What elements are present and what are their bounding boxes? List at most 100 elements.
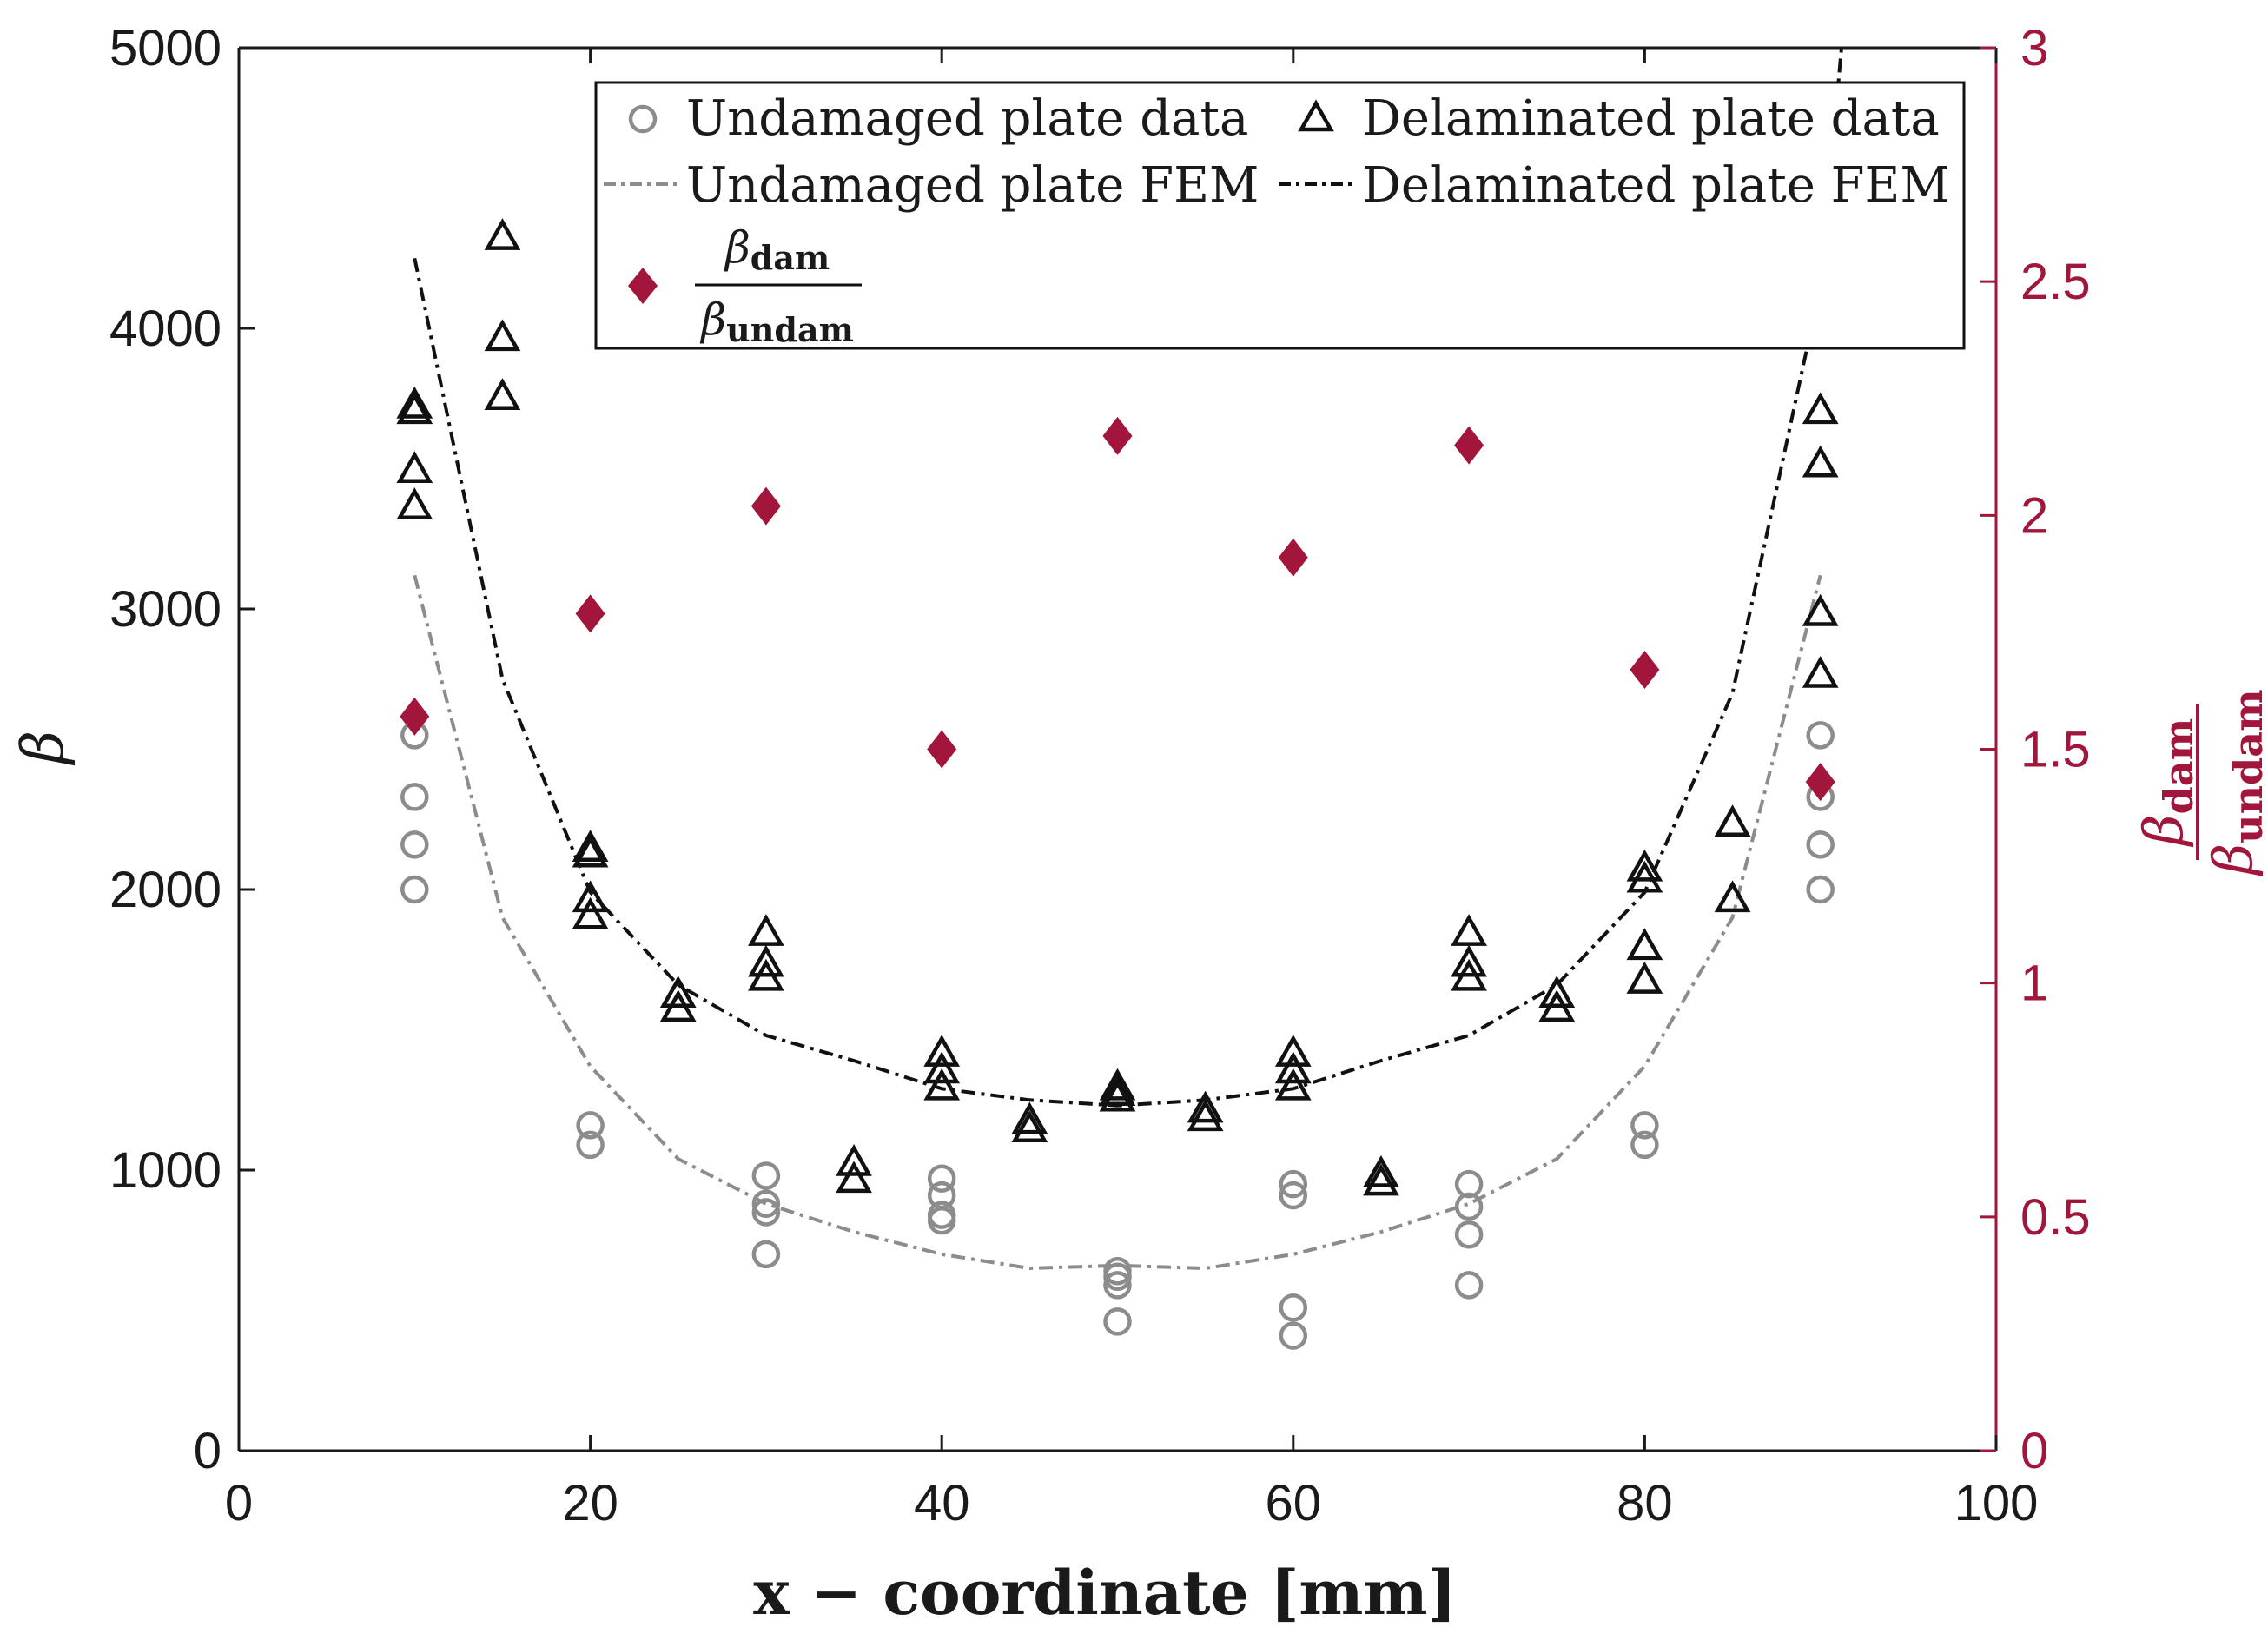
y-right-tick-label: 2.5 xyxy=(2020,254,2091,310)
delaminated-data-point xyxy=(748,944,784,977)
delaminated-data-point xyxy=(836,1161,872,1194)
ratio-data-point xyxy=(1805,763,1835,802)
delaminated-data-point xyxy=(1802,655,1839,688)
delaminated-data-point xyxy=(1802,593,1839,626)
undamaged-data-point xyxy=(927,1181,956,1210)
undamaged-data-point xyxy=(400,875,429,904)
legend-delaminated-data: Delaminated plate data xyxy=(1362,90,1940,147)
fem-lines-group xyxy=(413,47,1843,1271)
undamaged-data-point xyxy=(927,1164,956,1193)
delaminated-data-point xyxy=(923,1068,961,1101)
axes-frame-group xyxy=(237,46,1998,1452)
delaminated-data-point xyxy=(1626,849,1663,882)
undamaged-data-point xyxy=(751,1189,781,1219)
delaminated-data-point xyxy=(572,880,609,913)
y-tick-label: 1000 xyxy=(109,1142,222,1199)
y-right-tick-label: 2 xyxy=(2020,487,2048,544)
y-tick-label: 2000 xyxy=(109,862,222,918)
delaminated-data-point xyxy=(396,392,433,425)
undamaged-data-point xyxy=(400,783,429,811)
delaminated-data-point xyxy=(1099,1074,1136,1107)
y-tick-label: 4000 xyxy=(109,301,222,357)
delaminated-data-point xyxy=(1802,392,1839,425)
y-tick-label: 0 xyxy=(194,1423,222,1479)
delaminated-data-point xyxy=(1099,1068,1136,1101)
delaminated-data-point xyxy=(1274,1035,1312,1067)
legend-undamaged-data: Undamaged plate data xyxy=(686,90,1248,147)
y-tick-label: 3000 xyxy=(109,581,222,638)
delaminated-data-point xyxy=(572,896,609,929)
x-tick-label: 80 xyxy=(1617,1475,1673,1531)
undamaged-data-point xyxy=(1279,1293,1308,1322)
x-tick-label: 0 xyxy=(225,1475,253,1531)
delaminated-data-point xyxy=(659,976,697,1008)
delaminated-data-point xyxy=(836,1143,872,1176)
delaminated-data-point xyxy=(1626,928,1663,961)
y-right-tick-label: 3 xyxy=(2020,20,2048,76)
legend-triangle-marker xyxy=(1298,99,1334,132)
undamaged-data-point xyxy=(1454,1271,1484,1300)
undamaged-data-point xyxy=(1454,1220,1484,1249)
x-tick-label: 100 xyxy=(1954,1475,2039,1531)
ratio-data-point xyxy=(575,594,605,633)
delaminated-data-point xyxy=(484,218,521,250)
y-tick-label: 5000 xyxy=(109,20,222,76)
undamaged-data-point xyxy=(1103,1257,1132,1286)
undamaged-data-point xyxy=(1806,830,1835,859)
delaminated-data-point xyxy=(1626,962,1663,994)
x-tick-label: 40 xyxy=(914,1475,970,1531)
delaminated-data-point xyxy=(572,835,609,868)
delaminated-data-point xyxy=(396,487,433,519)
ratio-data-point xyxy=(927,730,957,769)
legend-undamaged-fem: Undamaged plate FEM xyxy=(686,157,1259,214)
undamaged-data-point xyxy=(751,1161,781,1190)
legend-delaminated-fem: Delaminated plate FEM xyxy=(1362,157,1950,214)
y-right-label-numerator: βdam xyxy=(2132,718,2202,848)
delaminated-data-point xyxy=(1802,445,1839,478)
undamaged-data-point xyxy=(576,1130,605,1160)
undamaged-data-point xyxy=(1630,1130,1659,1160)
delaminated-data-point xyxy=(1363,1163,1399,1196)
undamaged-data-point xyxy=(1630,1111,1659,1140)
undamaged-data-point xyxy=(927,1206,956,1235)
ratio-data-point xyxy=(750,486,781,526)
delaminated-data-point xyxy=(748,914,784,946)
delaminated-data-point xyxy=(1011,1101,1048,1134)
delaminated-data-point xyxy=(1363,1154,1399,1187)
undamaged-data-point xyxy=(751,1240,781,1269)
delaminated-data-point xyxy=(1714,880,1751,913)
delaminated-data-point xyxy=(572,830,609,863)
undamaged-data-point xyxy=(1806,721,1835,750)
undamaged-data-point xyxy=(751,1198,781,1227)
tick-labels-group: 0 20 40 60 80 10001000200030004000500000.511.… xyxy=(109,20,2091,1531)
delaminated-data-point xyxy=(1274,1051,1312,1084)
legend-circle-marker xyxy=(628,104,658,134)
delaminated-data-point xyxy=(923,1051,961,1084)
ratio-data-point xyxy=(1102,416,1133,455)
undamaged-data-point xyxy=(1103,1307,1132,1336)
delaminated-data-point xyxy=(1011,1110,1048,1143)
delaminated-data-point xyxy=(923,1035,961,1067)
delaminated-data-point xyxy=(484,378,521,410)
undamaged-fem-line xyxy=(413,574,1822,1271)
ratio-data-point xyxy=(1278,538,1308,577)
y-right-tick-label: 0.5 xyxy=(2020,1189,2091,1246)
delaminated-data-point xyxy=(484,319,521,352)
y-right-tick-label: 1.5 xyxy=(2020,722,2091,778)
legend: Undamaged plate data Delaminated plate d… xyxy=(594,81,1966,350)
undamaged-data-point xyxy=(1806,875,1835,904)
delaminated-data-point xyxy=(396,451,433,483)
y-right-tick-label: 1 xyxy=(2020,956,2048,1012)
ratio-data-point xyxy=(1454,426,1484,465)
y-right-axis-label: βdam βundam xyxy=(2132,689,2268,876)
legend-ratio-denominator: βundam xyxy=(699,294,854,349)
delaminated-data-point xyxy=(396,386,433,419)
undamaged-data-point xyxy=(1279,1181,1308,1210)
ratio-data-point xyxy=(400,697,430,736)
y-axis-label: β xyxy=(10,731,76,766)
x-tick-label: 60 xyxy=(1266,1475,1322,1531)
y-right-tick-label: 0 xyxy=(2020,1423,2048,1479)
legend-ratio-numerator: βdam xyxy=(724,222,830,277)
ratio-data-point xyxy=(1630,650,1660,689)
